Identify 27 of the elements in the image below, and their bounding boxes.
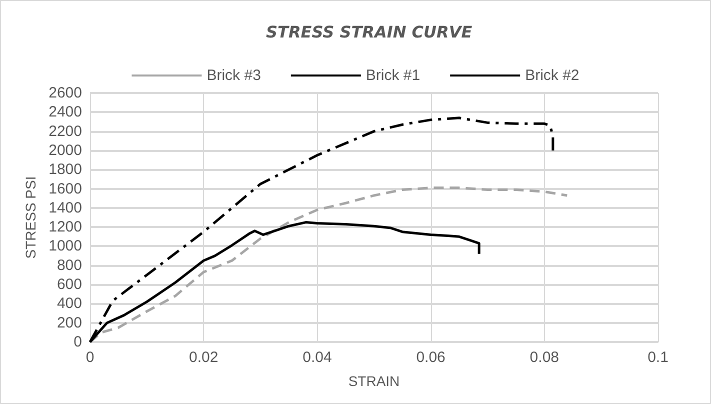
x-tick-label: 0.06 xyxy=(416,349,446,366)
chart-title: STRESS STRAIN CURVE xyxy=(266,22,472,42)
y-tick-label: 200 xyxy=(56,314,82,332)
x-tick-label: 0.04 xyxy=(302,349,332,366)
y-tick-label: 1200 xyxy=(48,218,82,236)
y-tick-label: 600 xyxy=(56,276,82,294)
x-tick-label: 0.08 xyxy=(530,349,559,366)
x-tick-label: 0.02 xyxy=(189,349,218,366)
line-series xyxy=(88,186,568,344)
x-tick-label: 0.1 xyxy=(648,349,668,366)
x-tick-label: 0 xyxy=(86,349,94,366)
y-tick-label: 2200 xyxy=(48,122,82,140)
legend-label: Brick #3 xyxy=(206,67,261,84)
y-tick-label: 2600 xyxy=(48,84,82,102)
y-tick-label: 2000 xyxy=(48,142,82,159)
x-axis-title: STRAIN xyxy=(348,373,400,389)
y-tick-label: 0 xyxy=(74,334,82,350)
y-tick-label: 1400 xyxy=(48,199,82,216)
y-tick-label: 1000 xyxy=(48,238,82,255)
y-tick-label: 1600 xyxy=(48,180,82,198)
legend-label: Brick #1 xyxy=(366,67,420,84)
y-tick-label: 800 xyxy=(56,256,82,274)
y-axis-title: STRESS PSI xyxy=(22,176,39,259)
y-tick-label: 400 xyxy=(56,295,82,312)
y-tick-label: 2400 xyxy=(48,104,82,121)
legend-label: Brick #2 xyxy=(525,67,580,84)
y-tick-label: 1800 xyxy=(48,161,82,178)
